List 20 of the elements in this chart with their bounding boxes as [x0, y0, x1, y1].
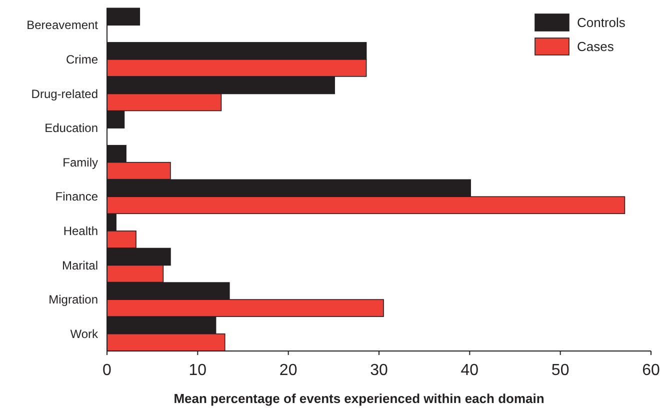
y-tick-label: Education	[44, 121, 98, 136]
y-tick-label: Migration	[48, 292, 98, 307]
y-tick-label: Bereavement	[26, 18, 99, 32]
x-tick-label: 40	[460, 362, 479, 379]
y-tick-label: Finance	[55, 190, 98, 204]
y-tick-label: Work	[70, 326, 99, 341]
x-axis-title: Mean percentage of events experienced within each domain	[174, 391, 544, 406]
y-tick-label: Family	[62, 155, 98, 170]
legend-label: Controls	[577, 15, 626, 30]
x-tick-label: 60	[642, 362, 660, 379]
y-tick-label: Crime	[66, 52, 98, 66]
x-tick-label: 10	[188, 362, 207, 379]
x-tick-label: 30	[370, 362, 388, 379]
y-tick-label: Marital	[62, 258, 98, 272]
y-tick-label: Drug-related	[31, 86, 98, 101]
y-tick-label: Health	[63, 224, 98, 238]
x-tick-label: 50	[551, 362, 570, 379]
x-tick-label: 0	[102, 362, 112, 379]
x-tick-label: 20	[279, 362, 298, 379]
legend-label: Cases	[577, 39, 614, 54]
